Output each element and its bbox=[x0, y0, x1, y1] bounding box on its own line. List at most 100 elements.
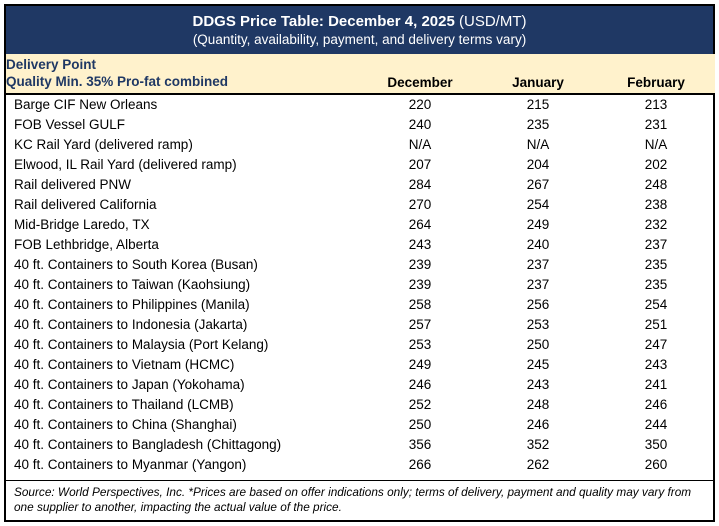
price-cell: 356 bbox=[408, 437, 432, 452]
price-cell: 215 bbox=[526, 97, 550, 112]
col-header-quality: Quality Min. 35% Pro-fat combined bbox=[6, 74, 229, 89]
price-cell: 238 bbox=[644, 197, 668, 212]
price-cell: 267 bbox=[526, 177, 550, 192]
table-row: 40 ft. Containers to Malaysia (Port Kela… bbox=[6, 335, 715, 355]
price-cell: 352 bbox=[526, 437, 550, 452]
price-cell: 247 bbox=[644, 337, 668, 352]
price-cell: 202 bbox=[644, 157, 668, 172]
price-cell: N/A bbox=[408, 137, 432, 152]
delivery-point-cell: FOB Vessel GULF bbox=[14, 117, 126, 132]
col-header-delivery-point-cell: Delivery Point Quality Min. 35% Pro-fat … bbox=[6, 54, 361, 95]
price-cell: 231 bbox=[644, 117, 668, 132]
delivery-point-cell: 40 ft. Containers to Malaysia (Port Kela… bbox=[14, 337, 269, 352]
col-header-february: February bbox=[597, 54, 715, 95]
delivery-point-cell: 40 ft. Containers to China (Shanghai) bbox=[14, 417, 237, 432]
table-title-units: (USD/MT) bbox=[454, 13, 527, 30]
delivery-point-cell: Rail delivered California bbox=[14, 197, 157, 212]
price-cell: 258 bbox=[408, 297, 432, 312]
table-row: Rail delivered PNW 284 267 248 bbox=[6, 175, 715, 195]
price-cell: 213 bbox=[644, 97, 668, 112]
delivery-point-cell: 40 ft. Containers to Thailand (LCMB) bbox=[14, 397, 234, 412]
table-title-line: DDGS Price Table: December 4, 2025 (USD/… bbox=[10, 12, 709, 31]
delivery-point-cell: 40 ft. Containers to Taiwan (Kaohsiung) bbox=[14, 277, 251, 292]
price-cell: 237 bbox=[526, 257, 550, 272]
delivery-point-cell: Rail delivered PNW bbox=[14, 177, 132, 192]
price-cell: N/A bbox=[526, 137, 550, 152]
table-title: DDGS Price Table: December 4, 2025 bbox=[192, 13, 455, 30]
delivery-point-cell: 40 ft. Containers to Indonesia (Jakarta) bbox=[14, 317, 248, 332]
price-cell: 248 bbox=[526, 397, 550, 412]
col-header-delivery-point: Delivery Point bbox=[6, 57, 97, 72]
price-cell: 241 bbox=[644, 377, 668, 392]
table-row: 40 ft. Containers to South Korea (Busan)… bbox=[6, 255, 715, 275]
table-row: 40 ft. Containers to Japan (Yokohama) 246… bbox=[6, 375, 715, 395]
price-cell: 264 bbox=[408, 217, 432, 232]
price-table-body: Barge CIF New Orleans 220 215 213 FOB Vessel… bbox=[6, 94, 715, 475]
table-row: 40 ft. Containers to China (Shanghai) 250… bbox=[6, 415, 715, 435]
table-row: 40 ft. Containers to Philippines (Manila… bbox=[6, 295, 715, 315]
column-header-row: Delivery Point Quality Min. 35% Pro-fat … bbox=[6, 54, 715, 95]
table-row: Elwood, IL Rail Yard (delivered ramp) 207… bbox=[6, 155, 715, 175]
price-cell: 350 bbox=[644, 437, 668, 452]
price-cell: 237 bbox=[644, 237, 668, 252]
delivery-point-cell: 40 ft. Containers to Vietnam (HCMC) bbox=[14, 357, 235, 372]
delivery-point-cell: 40 ft. Containers to South Korea (Busan) bbox=[14, 257, 258, 272]
col-header-december: December bbox=[361, 54, 479, 95]
price-table: Delivery Point Quality Min. 35% Pro-fat … bbox=[6, 54, 715, 475]
price-cell: 262 bbox=[526, 457, 550, 472]
delivery-point-cell: Mid-Bridge Laredo, TX bbox=[14, 217, 150, 232]
price-table-container: DDGS Price Table: December 4, 2025 (USD/… bbox=[4, 4, 715, 522]
table-row: 40 ft. Containers to Indonesia (Jakarta)… bbox=[6, 315, 715, 335]
price-cell: 235 bbox=[644, 277, 668, 292]
price-cell: 240 bbox=[526, 237, 550, 252]
delivery-point-cell: Elwood, IL Rail Yard (delivered ramp) bbox=[14, 157, 237, 172]
price-cell: 256 bbox=[526, 297, 550, 312]
price-cell: 249 bbox=[526, 217, 550, 232]
price-cell: 239 bbox=[408, 277, 432, 292]
price-cell: 246 bbox=[526, 417, 550, 432]
table-row: 40 ft. Containers to Thailand (LCMB) 252 2… bbox=[6, 395, 715, 415]
table-row: KC Rail Yard (delivered ramp) N/A N/A N/A bbox=[6, 135, 715, 155]
table-row: 40 ft. Containers to Taiwan (Kaohsiung) 2… bbox=[6, 275, 715, 295]
price-cell: 253 bbox=[526, 317, 550, 332]
delivery-point-cell: Barge CIF New Orleans bbox=[14, 97, 158, 112]
table-row: 40 ft. Containers to Bangladesh (Chittag… bbox=[6, 435, 715, 455]
price-cell: 249 bbox=[408, 357, 432, 372]
price-cell: 266 bbox=[408, 457, 432, 472]
delivery-point-cell: FOB Lethbridge, Alberta bbox=[14, 237, 159, 252]
price-cell: 232 bbox=[644, 217, 668, 232]
price-cell: 284 bbox=[408, 177, 432, 192]
price-cell: 254 bbox=[644, 297, 668, 312]
price-cell: N/A bbox=[644, 137, 668, 152]
table-row: FOB Lethbridge, Alberta 243 240 237 bbox=[6, 235, 715, 255]
price-cell: 220 bbox=[408, 97, 432, 112]
source-note: Source: World Perspectives, Inc. *Prices… bbox=[6, 480, 713, 520]
price-cell: 254 bbox=[526, 197, 550, 212]
delivery-point-cell: 40 ft. Containers to Philippines (Manila… bbox=[14, 297, 250, 312]
delivery-point-cell: 40 ft. Containers to Japan (Yokohama) bbox=[14, 377, 245, 392]
price-cell: 245 bbox=[526, 357, 550, 372]
table-title-band: DDGS Price Table: December 4, 2025 (USD/… bbox=[6, 6, 713, 54]
price-cell: 240 bbox=[408, 117, 432, 132]
delivery-point-cell: KC Rail Yard (delivered ramp) bbox=[14, 137, 193, 152]
table-row: 40 ft. Containers to Myanmar (Yangon) 266… bbox=[6, 455, 715, 475]
price-cell: 235 bbox=[644, 257, 668, 272]
table-subtitle: (Quantity, availability, payment, and de… bbox=[192, 32, 527, 47]
price-cell: 237 bbox=[526, 277, 550, 292]
price-cell: 252 bbox=[408, 397, 432, 412]
price-cell: 204 bbox=[526, 157, 550, 172]
price-cell: 246 bbox=[644, 397, 668, 412]
price-cell: 243 bbox=[526, 377, 550, 392]
table-row: 40 ft. Containers to Vietnam (HCMC) 249 24… bbox=[6, 355, 715, 375]
table-row: Rail delivered California 270 254 238 bbox=[6, 195, 715, 215]
delivery-point-cell: 40 ft. Containers to Bangladesh (Chittag… bbox=[14, 437, 282, 452]
price-cell: 243 bbox=[408, 237, 432, 252]
price-cell: 239 bbox=[408, 257, 432, 272]
table-row: Barge CIF New Orleans 220 215 213 bbox=[6, 94, 715, 115]
price-cell: 235 bbox=[526, 117, 550, 132]
price-cell: 260 bbox=[644, 457, 668, 472]
price-cell: 270 bbox=[408, 197, 432, 212]
price-cell: 207 bbox=[408, 157, 432, 172]
price-cell: 246 bbox=[408, 377, 432, 392]
